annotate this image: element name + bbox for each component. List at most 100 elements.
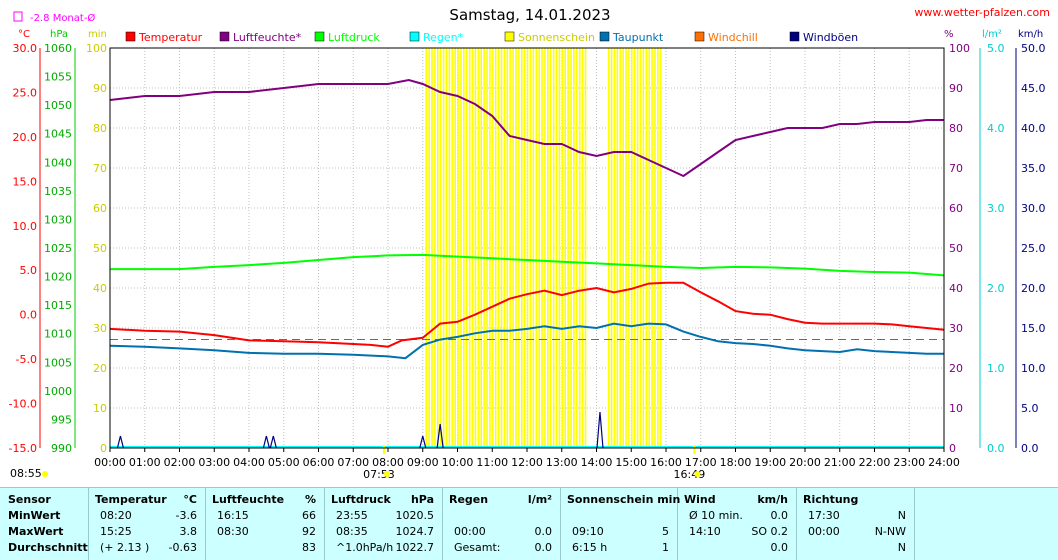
tick-label-pressure: 1040	[44, 156, 72, 169]
tick-label-pressure: 990	[51, 442, 72, 455]
tick-label-pressure: 1005	[44, 356, 72, 369]
stats-cell: 1	[662, 541, 669, 554]
stats-cell: Wind	[684, 493, 716, 506]
tick-label-wind: 40.0	[1021, 122, 1046, 135]
tick-label-humidity: 30	[949, 322, 963, 335]
series-line-1	[109, 78, 944, 178]
x-tick-label: 17:00	[685, 456, 717, 469]
stats-column: Temperatur °C 08:20 -3.6 15:25 3.8 (+ 2.13 ) -0…	[88, 488, 206, 560]
stats-cell: ^1.0hPa/h	[336, 541, 394, 554]
tick-label-temp: -15.0	[9, 442, 37, 455]
tick-label-wind: 30.0	[1021, 202, 1046, 215]
legend-swatch	[504, 31, 515, 42]
stats-cell: -3.6	[175, 509, 197, 522]
stats-cell: 08:35	[336, 525, 368, 538]
legend-item: Luftfeuchte*	[233, 31, 302, 44]
tick-label-humidity: 100	[949, 42, 970, 55]
sunset-label: 16:49	[674, 468, 706, 481]
tick-label-humidity: 80	[949, 122, 963, 135]
stats-cell: 15:25	[100, 525, 132, 538]
tick-label-sun: 0	[100, 442, 107, 455]
x-tick-label: 19:00	[754, 456, 786, 469]
stats-cell: 5	[662, 525, 669, 538]
unit-humidity: %	[944, 29, 954, 40]
stats-cell: 17:30	[808, 509, 840, 522]
stats-cell: °C	[183, 493, 197, 506]
tick-label-wind: 5.0	[1021, 402, 1039, 415]
legend-swatch	[314, 31, 325, 42]
tick-label-rain: 5.0	[987, 42, 1005, 55]
x-tick-label: 14:00	[581, 456, 613, 469]
stats-cell: N	[897, 509, 906, 522]
tick-label-temp: 30.0	[13, 42, 38, 55]
plot-border	[109, 47, 945, 449]
x-tick-label: 21:00	[824, 456, 856, 469]
stats-cell: 1020.5	[395, 509, 435, 522]
tick-label-pressure: 1050	[44, 99, 72, 112]
tick-label-rain: 3.0	[987, 202, 1005, 215]
tick-label-pressure: 1030	[44, 213, 72, 226]
chart-title: Samstag, 14.01.2023	[449, 6, 610, 24]
tick-label-wind: 25.0	[1021, 242, 1046, 255]
tick-label-humidity: 10	[949, 402, 963, 415]
stats-cell: %	[304, 493, 316, 506]
tick-label-pressure: 995	[51, 413, 72, 426]
tick-label-humidity: 90	[949, 82, 963, 95]
gust-spike	[269, 435, 277, 449]
tick-label-humidity: 40	[949, 282, 963, 295]
site-link[interactable]: www.wetter-pfalzen.com	[914, 6, 1050, 19]
stats-cell: Regen	[449, 493, 489, 506]
tick-label-sun: 100	[86, 42, 107, 55]
tick-label-humidity: 50	[949, 242, 963, 255]
stats-column: Luftfeuchte% 16:15 66 08:30 92 83	[205, 488, 325, 560]
stats-cell: 1024.7	[395, 525, 435, 538]
legend-item: Sonnenschein	[518, 31, 595, 44]
series-line-3	[109, 322, 944, 360]
legend-item: Luftdruck	[328, 31, 380, 44]
tick-label-sun: 40	[93, 282, 107, 295]
month-avg-label: -2.8 Monat-Ø	[30, 12, 95, 24]
gust-spike	[419, 435, 427, 449]
stats-cell: hPa	[410, 493, 434, 506]
tick-label-sun: 30	[93, 322, 107, 335]
legend-item: Temperatur	[138, 31, 203, 44]
stats-panel: Sensor MinWert MaxWert Durchschnitt Temperat…	[0, 487, 1058, 560]
month-avg-marker-icon	[13, 11, 23, 22]
stats-column: Wind km/h Ø 10 min. 0.0 14:10 SO 0.2 0.0	[677, 488, 797, 560]
stats-cell: 08:20	[100, 509, 132, 522]
weather-chart: Samstag, 14.01.2023 www.wetter-pfalzen.c…	[9, 6, 1050, 481]
series-line-2	[110, 253, 945, 277]
tick-label-pressure: 1020	[44, 271, 72, 284]
stats-cell: 00:00	[808, 525, 840, 538]
stats-cell: 66	[302, 509, 316, 522]
sun-dot-icon	[383, 471, 390, 477]
tick-label-humidity: 70	[949, 162, 963, 175]
stats-cell: 08:30	[217, 525, 249, 538]
stats-row-labels: Sensor MinWert MaxWert Durchschnitt	[0, 488, 89, 560]
x-tick-label: 18:00	[720, 456, 752, 469]
tick-label-pressure: 1010	[44, 328, 72, 341]
stats-cell: N-NW	[874, 525, 906, 538]
x-tick-label: 04:00	[233, 456, 265, 469]
tick-label-temp: 25.0	[13, 86, 38, 99]
sunrise-label: 07:53	[363, 468, 395, 481]
tick-label-temp: 0.0	[20, 309, 38, 322]
chart-marks: 07:53 16:49	[109, 48, 945, 481]
x-tick-label: 07:00	[337, 456, 369, 469]
unit-rain: l/m²	[982, 29, 1002, 40]
tick-label-humidity: 60	[949, 202, 963, 215]
side-time-label: 08:55	[10, 467, 42, 480]
tick-label-temp: 15.0	[13, 175, 38, 188]
stats-cell: Sensor	[8, 493, 51, 506]
stats-cell: Durchschnitt	[8, 541, 88, 554]
x-tick-label: 20:00	[789, 456, 821, 469]
x-tick-label: 23:00	[893, 456, 925, 469]
x-tick-label: 10:00	[442, 456, 474, 469]
sun-dot-icon	[42, 471, 48, 477]
tick-label-pressure: 1060	[44, 42, 72, 55]
stats-cell: 1022.7	[395, 541, 435, 554]
gust-spike	[596, 411, 604, 449]
stats-cell: MinWert	[8, 509, 61, 522]
tick-label-temp: 5.0	[20, 264, 38, 277]
stats-cell: Gesamt:	[454, 541, 501, 554]
